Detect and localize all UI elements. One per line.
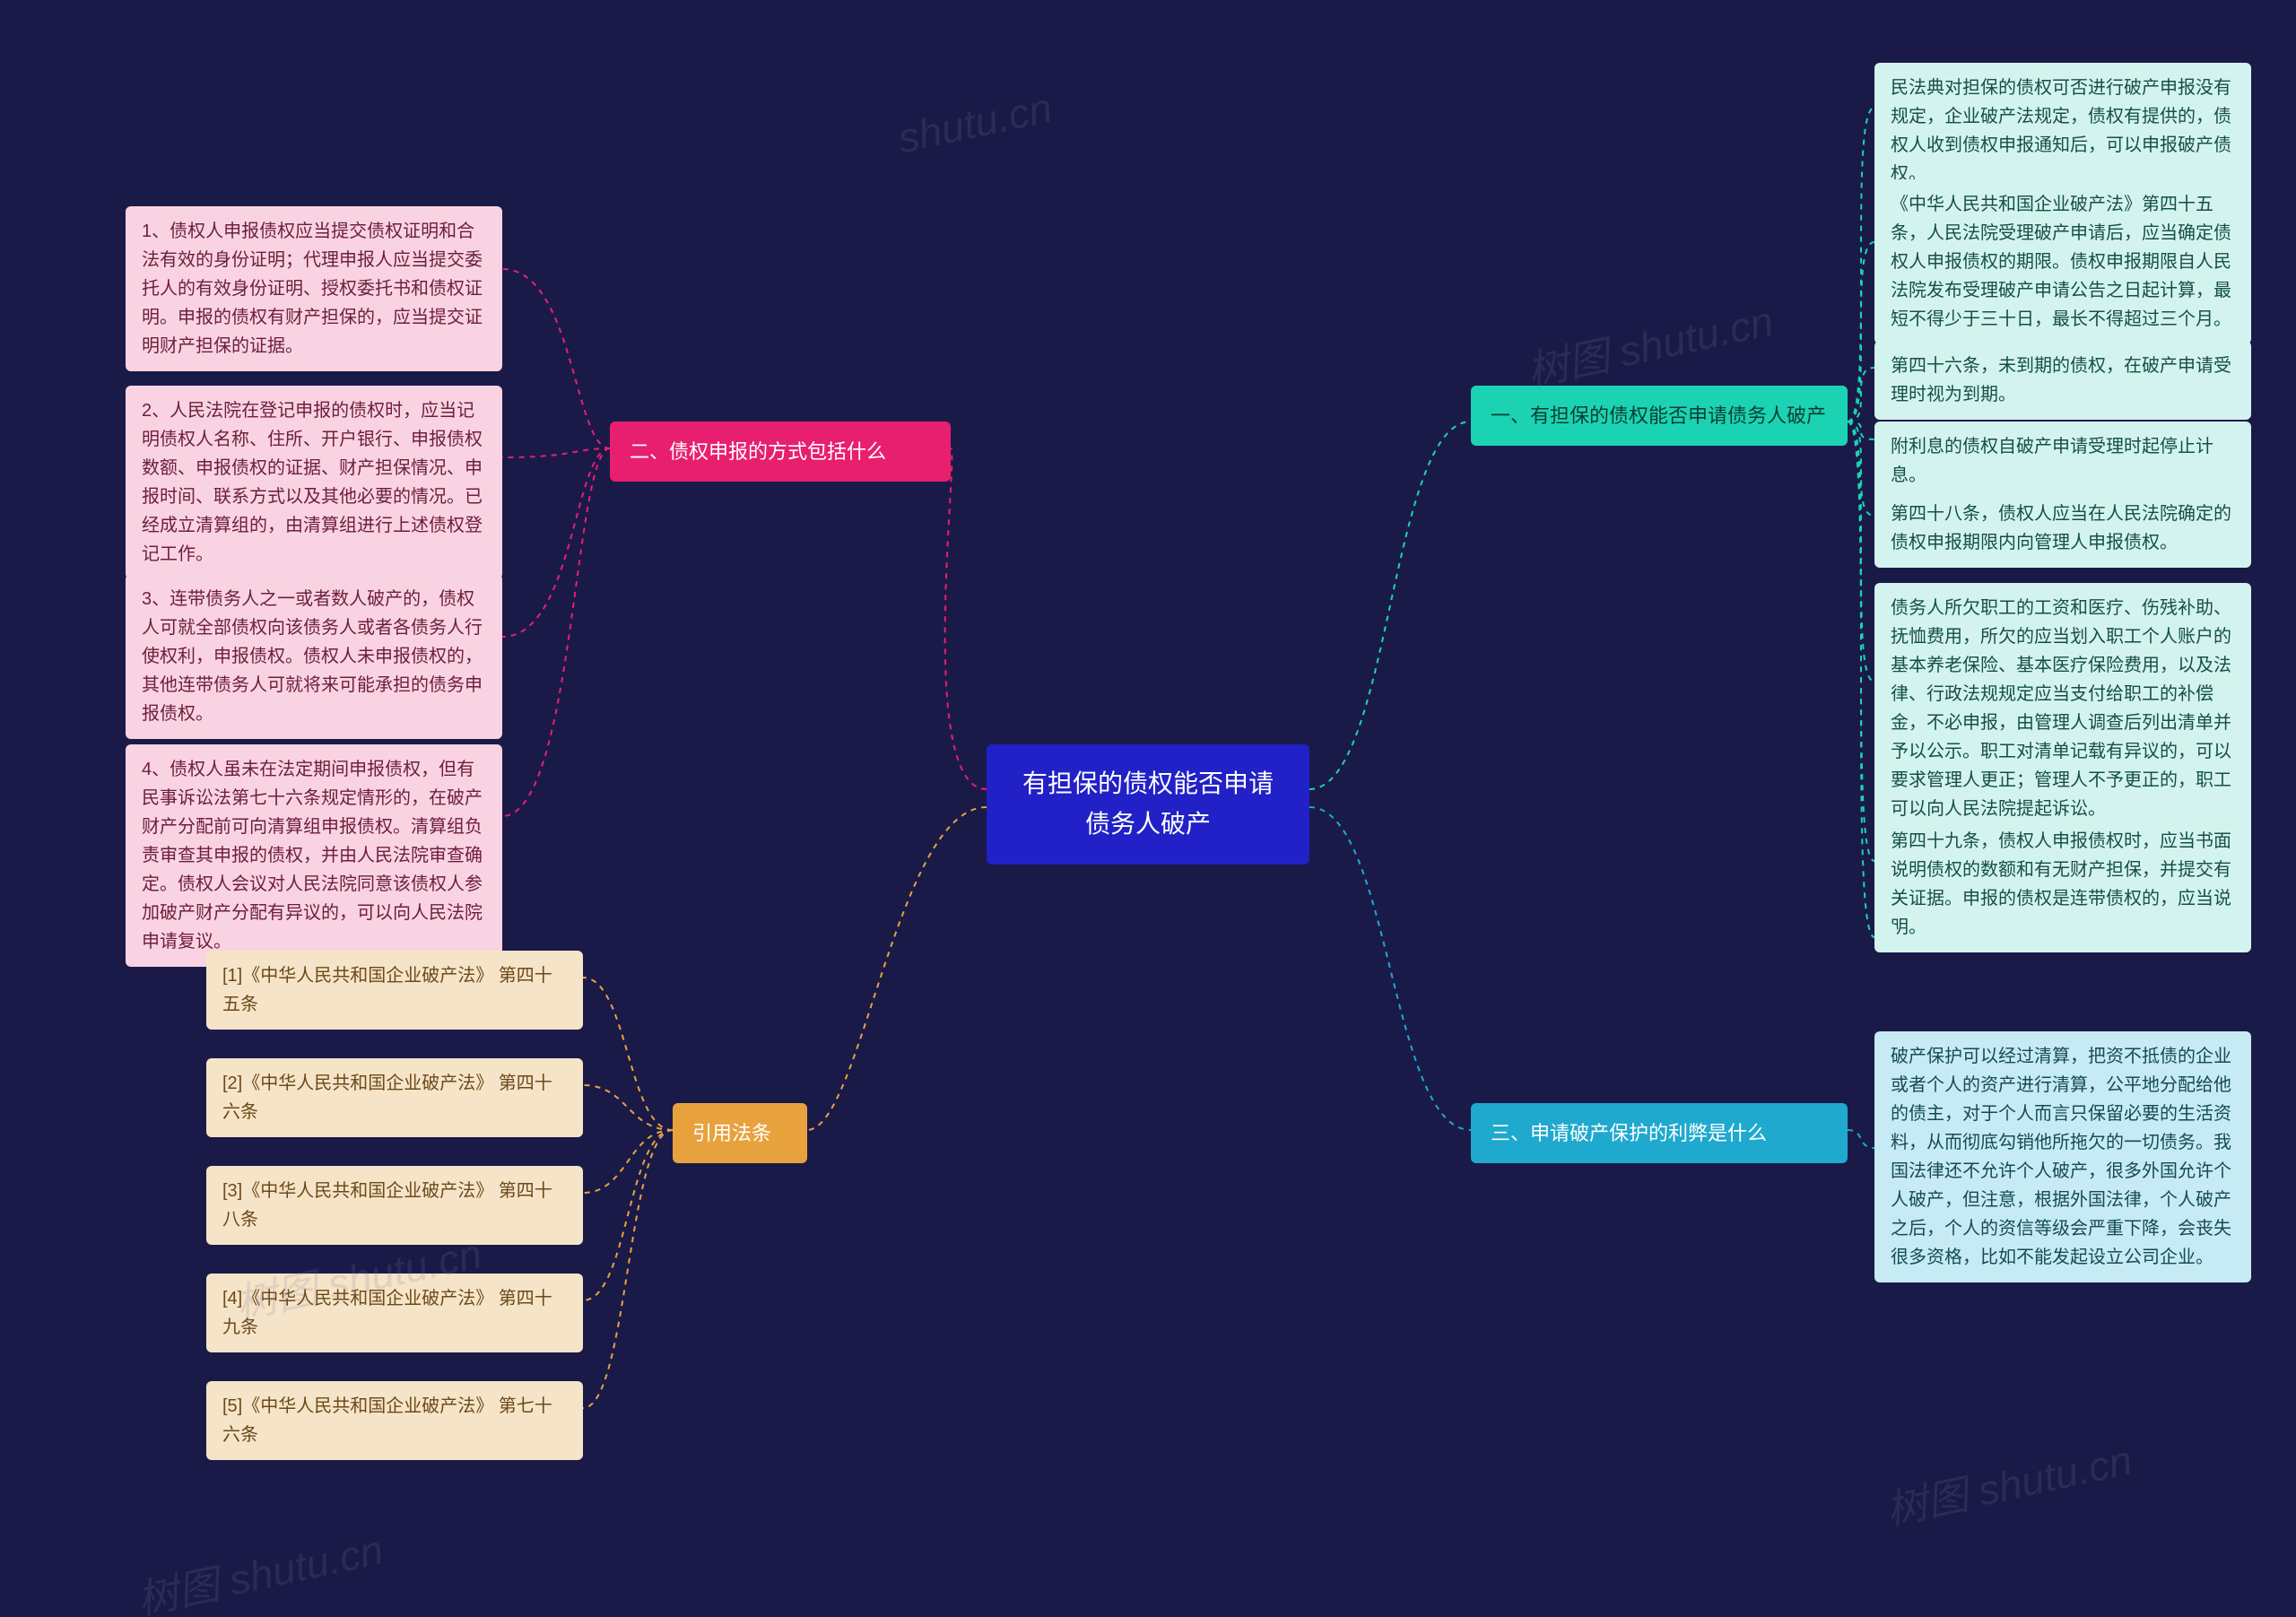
mindmap-canvas: 有担保的债权能否申请债务人破产 一、有担保的债权能否申请债务人破产 民法典对担保… [0, 0, 2296, 1617]
watermark: 树图 shutu.cn [131, 1517, 387, 1617]
center-node: 有担保的债权能否申请债务人破产 [987, 744, 1309, 865]
branch-4-leaf-4: [5]《中华人民共和国企业破产法》 第七十六条 [206, 1381, 583, 1460]
branch-4-leaf-2: [3]《中华人民共和国企业破产法》 第四十八条 [206, 1166, 583, 1245]
branch-4: 引用法条 [673, 1103, 807, 1163]
branch-4-leaf-0: [1]《中华人民共和国企业破产法》 第四十五条 [206, 951, 583, 1030]
branch-1-leaf-7 [1874, 924, 1897, 946]
branch-1-leaf-5: 债务人所欠职工的工资和医疗、伤残补助、抚恤费用，所欠的应当划入职工个人账户的基本… [1874, 583, 2251, 834]
branch-2-leaf-0: 1、债权人申报债权应当提交债权证明和合法有效的身份证明；代理申报人应当提交委托人… [126, 206, 502, 371]
watermark: shutu.cn [893, 83, 1056, 163]
watermark: 树图 shutu.cn [1521, 289, 1778, 399]
branch-4-leaf-1: [2]《中华人民共和国企业破产法》 第四十六条 [206, 1058, 583, 1137]
branch-1-leaf-4: 第四十八条，债权人应当在人民法院确定的债权申报期限内向管理人申报债权。 [1874, 489, 2251, 568]
branch-4-leaf-3: [4]《中华人民共和国企业破产法》 第四十九条 [206, 1274, 583, 1352]
branch-3: 三、申请破产保护的利弊是什么 [1471, 1103, 1848, 1163]
branch-2-leaf-3: 4、债权人虽未在法定期间申报债权，但有民事诉讼法第七十六条规定情形的，在破产财产… [126, 744, 502, 967]
branch-3-leaf-0: 破产保护可以经过清算，把资不抵债的企业或者个人的资产进行清算，公平地分配给他的债… [1874, 1031, 2251, 1282]
branch-1-leaf-1: 《中华人民共和国企业破产法》第四十五条，人民法院受理破产申请后，应当确定债权人申… [1874, 179, 2251, 344]
branch-2-leaf-1: 2、人民法院在登记申报的债权时，应当记明债权人名称、住所、开户银行、申报债权数额… [126, 386, 502, 579]
branch-1: 一、有担保的债权能否申请债务人破产 [1471, 386, 1848, 446]
watermark: 树图 shutu.cn [1880, 1428, 2136, 1538]
branch-1-leaf-6: 第四十九条，债权人申报债权时，应当书面说明债权的数额和有无财产担保，并提交有关证… [1874, 816, 2251, 952]
branch-1-leaf-2: 第四十六条，未到期的债权，在破产申请受理时视为到期。 [1874, 341, 2251, 420]
branch-2-leaf-2: 3、连带债务人之一或者数人破产的，债权人可就全部债权向该债务人或者各债务人行使权… [126, 574, 502, 739]
branch-2: 二、债权申报的方式包括什么 [610, 422, 951, 482]
